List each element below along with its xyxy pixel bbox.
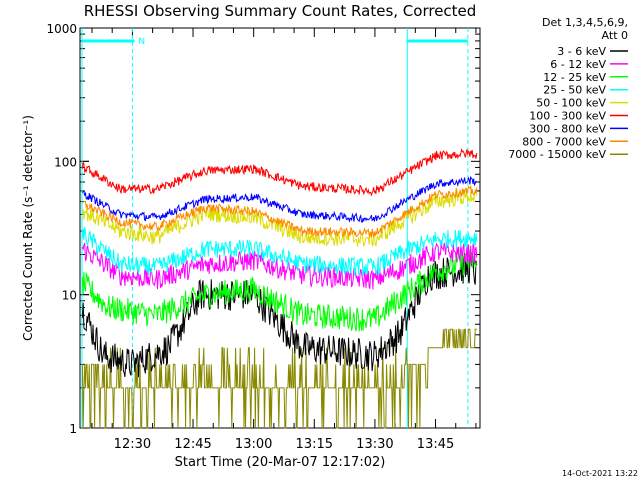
series-line-5 [81,148,478,197]
series-line-3 [81,226,478,276]
legend-label: 6 - 12 keV [550,58,606,71]
legend-label: 25 - 50 keV [543,84,606,97]
y-axis-label: Corrected Count Rate (s⁻¹ detector⁻¹) [21,115,35,341]
legend-header-detectors: Det 1,3,4,5,6,9, [542,16,628,29]
x-tick-label: 13:30 [356,437,393,452]
x-tick-label: 13:15 [296,437,333,452]
timestamp: 14-Oct-2021 13:22 [562,469,638,478]
series-line-1 [81,241,478,290]
series-line-0 [81,253,478,378]
y-tick-label: 100 [54,155,77,169]
x-tick-label: 12:45 [174,437,211,452]
series-line-2 [81,249,478,332]
x-axis-label: Start Time (20-Mar-07 12:17:02) [175,455,386,470]
series-line-6 [81,175,478,223]
legend-label: 300 - 800 keV [529,122,606,135]
series-line-7 [82,184,478,238]
legend-label: 800 - 7000 keV [522,135,606,148]
legend-header-attenuator: Att 0 [602,29,628,42]
legend-label: 100 - 300 keV [529,110,606,123]
y-tick-label: 10 [62,289,77,303]
legend-label: 12 - 25 keV [543,71,606,84]
plot-area: 1 10 100 1000 12:30 12:45 13:00 13:15 13:30 13:45… [46,22,481,452]
plot-frame [79,27,481,429]
chart-title: RHESSI Observing Summary Count Rates, Co… [84,2,477,20]
night-label: N [138,37,145,47]
series-line-4 [81,188,478,248]
y-tick-label: 1 [69,422,77,436]
legend-label: 50 - 100 keV [536,97,606,110]
x-tick-label: 13:00 [235,437,272,452]
y-tick-label: 1000 [46,22,77,36]
x-tick-label: 13:45 [417,437,454,452]
x-tick-label: 12:30 [114,437,151,452]
legend-label: 3 - 6 keV [557,45,606,58]
series-line-8 [81,328,477,429]
legend-label: 7000 - 15000 keV [508,148,606,161]
